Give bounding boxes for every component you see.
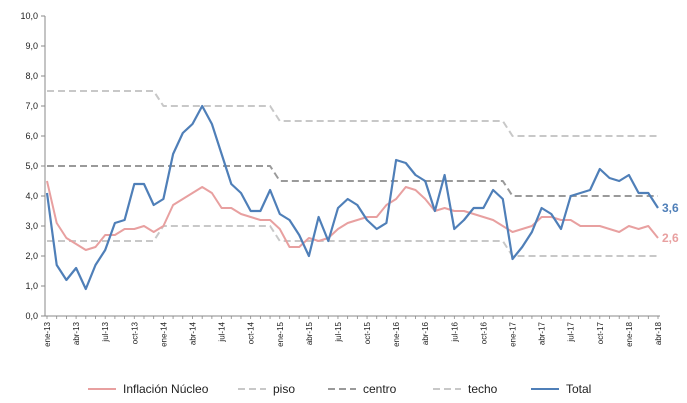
series-line-total — [45, 104, 659, 291]
y-tick-label: 6,0 — [25, 131, 38, 141]
series-layer — [45, 90, 659, 291]
x-tick-label: ene-14 — [159, 321, 168, 346]
series-line-techo — [47, 90, 658, 137]
y-tick-label: 10,0 — [20, 11, 38, 21]
x-tick-label: abr-16 — [421, 321, 430, 345]
x-tick-label: jul-16 — [450, 321, 459, 342]
y-tick-label: 0,0 — [25, 311, 38, 321]
y-tick-label: 3,0 — [25, 221, 38, 231]
y-tick-label: 4,0 — [25, 191, 38, 201]
end-label-total: 3,6 — [662, 201, 679, 215]
x-tick-label: ene-15 — [276, 321, 285, 346]
legend: Inflación Núcleo piso centro techo Total — [88, 382, 591, 396]
y-tick-label: 1,0 — [25, 281, 38, 291]
legend-label-piso: piso — [273, 382, 295, 396]
series-line-inflacion-nucleo — [46, 180, 659, 251]
x-axis: ene-13 abr-13 jul-13 oct-13 ene-14 abr-14 jul-… — [43, 315, 663, 347]
x-tick-label: jul-13 — [101, 321, 110, 342]
x-tick-label: abr-18 — [654, 321, 663, 345]
end-label-inflacion-nucleo: 2,6 — [662, 231, 679, 245]
x-tick-label: oct-14 — [247, 321, 256, 344]
x-tick-label: oct-13 — [130, 321, 139, 344]
y-tick-label: 2,0 — [25, 251, 38, 261]
x-tick-label: ene-16 — [392, 321, 401, 346]
x-tick-label: abr-17 — [538, 321, 547, 345]
series-line-piso — [47, 225, 658, 257]
y-axis: 0,0 1,0 2,0 3,0 4,0 5,0 6,0 7,0 8,0 9,0 10,0 — [20, 11, 46, 321]
x-tick-label: jul-15 — [334, 321, 343, 342]
x-tick-label: oct-16 — [479, 321, 488, 344]
x-tick-label: oct-15 — [363, 321, 372, 344]
x-tick-label: ene-17 — [509, 321, 518, 346]
x-tick-label: ene-18 — [625, 321, 634, 346]
y-tick-label: 9,0 — [25, 41, 38, 51]
x-tick-label: ene-13 — [43, 321, 52, 346]
x-tick-label: jul-14 — [218, 321, 227, 342]
series-line-centro — [47, 165, 658, 197]
x-tick-label: oct-17 — [596, 321, 605, 344]
y-tick-label: 5,0 — [25, 161, 38, 171]
legend-label-centro: centro — [363, 382, 397, 396]
y-tick-label: 8,0 — [25, 71, 38, 81]
legend-label-inflacion-nucleo: Inflación Núcleo — [123, 382, 209, 396]
x-tick-label: abr-15 — [305, 321, 314, 345]
y-tick-label: 7,0 — [25, 101, 38, 111]
end-labels: 2,6 3,6 — [662, 201, 679, 245]
legend-label-techo: techo — [468, 382, 498, 396]
x-tick-label: abr-14 — [188, 321, 197, 345]
x-tick-label: abr-13 — [72, 321, 81, 345]
x-tick-label: jul-17 — [567, 321, 576, 342]
legend-label-total: Total — [566, 382, 591, 396]
